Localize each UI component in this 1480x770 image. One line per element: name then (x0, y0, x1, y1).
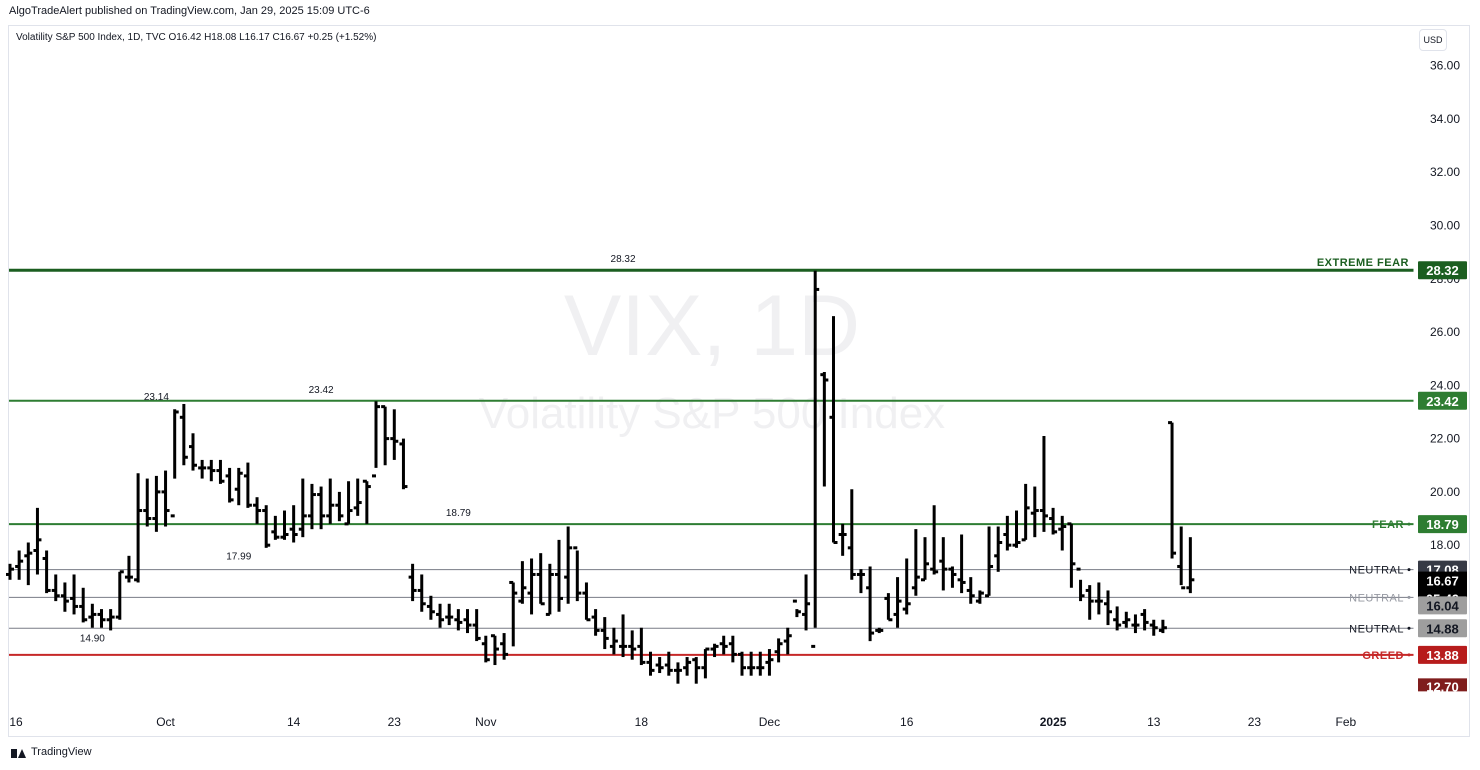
x-tick-label: 18 (635, 715, 649, 729)
badge-greed-bg (1418, 645, 1467, 664)
watermark-subtitle: Volatility S&P 500 Index (479, 389, 945, 438)
badge-23-42-bg (1418, 391, 1467, 410)
y-tick-label: 36.00 (1430, 59, 1460, 73)
y-tick-label: 26.00 (1430, 325, 1460, 339)
currency-button[interactable]: USD (1419, 29, 1447, 51)
x-tick-label: Nov (475, 715, 496, 729)
x-tick-label: 14 (287, 715, 301, 729)
x-tick-label: Feb (1336, 715, 1357, 729)
y-tick-label: 24.00 (1430, 378, 1460, 392)
level-dot (1407, 626, 1411, 630)
x-tick-label: 23 (388, 715, 402, 729)
price-annotation: 14.90 (80, 634, 105, 645)
y-tick-label: 34.00 (1430, 112, 1460, 126)
watermark-title: VIX, 1D (564, 278, 860, 374)
badge-extreme-fear-bg (1418, 261, 1467, 280)
level-name: NEUTRAL (1349, 565, 1404, 577)
y-tick-label: 32.00 (1430, 165, 1460, 179)
badge-neutral-16-04-bg (1418, 596, 1467, 615)
badge-neutral-16-04: 16.04 (1426, 598, 1459, 613)
price-annotation: 18.79 (446, 508, 471, 519)
x-tick-label: 2025 (1040, 715, 1067, 729)
badge-neutral-14-88: 14.88 (1426, 621, 1459, 636)
footer-brand-label: TradingView (31, 746, 92, 758)
x-tick-label: 23 (1248, 715, 1262, 729)
x-tick-label: 16 (9, 715, 23, 729)
badge-12-70-bg (1418, 678, 1467, 692)
price-annotation: 23.14 (144, 392, 169, 403)
badge-fear-bg (1418, 515, 1467, 534)
level-dot (1407, 522, 1411, 526)
x-tick-label: Dec (759, 715, 780, 729)
badge-fear: 18.79 (1426, 517, 1459, 532)
price-annotation: 28.32 (611, 254, 636, 265)
level-dot (1407, 568, 1411, 572)
symbol-legend: Volatility S&P 500 Index, 1D, TVC O16.42… (16, 32, 377, 43)
level-name: EXTREME FEAR (1317, 257, 1409, 269)
badge-23-42: 23.42 (1426, 394, 1459, 409)
level-name: FEAR (1372, 519, 1404, 531)
publisher-line: AlgoTradeAlert published on TradingView.… (9, 5, 370, 17)
level-name: NEUTRAL (1349, 623, 1404, 635)
price-annotation: 17.99 (226, 551, 251, 562)
y-tick-label: 30.00 (1430, 218, 1460, 232)
badge-extreme-fear: 28.32 (1426, 263, 1459, 278)
y-tick-label: 22.00 (1430, 432, 1460, 446)
chart-frame (8, 25, 1470, 737)
footer-brand: TradingView (11, 746, 92, 758)
level-name: NEUTRAL (1349, 592, 1404, 604)
level-dot (1407, 653, 1411, 657)
level-name: GREED (1362, 650, 1404, 662)
y-tick-label: 20.00 (1430, 485, 1460, 499)
x-tick-label: 16 (900, 715, 914, 729)
level-dot (1407, 595, 1411, 599)
badge-greed: 13.88 (1426, 648, 1459, 663)
price-annotation: 23.42 (309, 385, 334, 396)
y-tick-label: 18.00 (1430, 538, 1460, 552)
tradingview-logo-icon (11, 747, 27, 758)
badge-last-price: 16.67 (1426, 574, 1459, 589)
badge-neutral-14-88-bg (1418, 619, 1467, 638)
badge-12-70: 12.70 (1426, 679, 1459, 694)
x-tick-label: 13 (1147, 715, 1161, 729)
x-tick-label: Oct (156, 715, 175, 729)
